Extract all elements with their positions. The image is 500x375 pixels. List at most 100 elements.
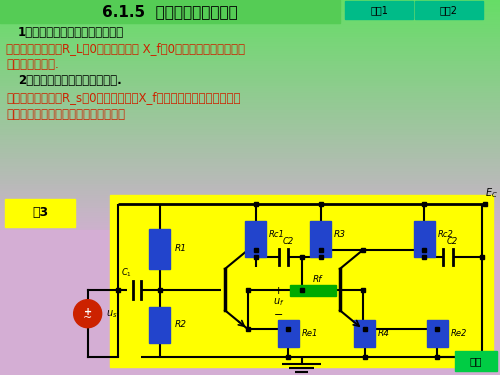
- Text: Rc2: Rc2: [438, 230, 454, 239]
- Text: $C_1$: $C_1$: [122, 266, 132, 279]
- Bar: [0, 46, 500, 49]
- Bar: [0, 144, 500, 147]
- Text: 例3: 例3: [32, 207, 48, 219]
- Bar: [0, 191, 500, 194]
- Bar: [0, 110, 500, 113]
- Text: R4: R4: [378, 329, 390, 338]
- Text: 返回: 返回: [470, 356, 482, 366]
- Bar: [0, 88, 500, 91]
- Bar: [0, 20, 500, 22]
- Bar: [0, 17, 500, 20]
- Bar: [0, 61, 500, 64]
- Bar: [0, 64, 500, 66]
- Bar: [0, 120, 500, 123]
- Bar: [0, 91, 500, 93]
- Bar: [0, 125, 500, 128]
- Text: 6.1.5  判别反馈类型的方法: 6.1.5 判别反馈类型的方法: [102, 4, 238, 20]
- Text: +: +: [84, 307, 92, 316]
- Bar: [0, 181, 500, 184]
- Bar: [150, 230, 171, 269]
- Bar: [0, 123, 500, 125]
- Bar: [0, 22, 500, 24]
- Bar: [0, 66, 500, 69]
- Text: Re1: Re1: [302, 329, 318, 338]
- Bar: [0, 59, 500, 61]
- Bar: [0, 39, 500, 42]
- Bar: [0, 83, 500, 86]
- Bar: [0, 238, 500, 240]
- Bar: [0, 166, 500, 169]
- Bar: [0, 34, 500, 37]
- Bar: [0, 243, 500, 245]
- Text: $u_f$: $u_f$: [273, 296, 284, 307]
- Bar: [0, 228, 500, 230]
- Bar: [414, 221, 434, 257]
- Bar: [0, 100, 500, 103]
- Bar: [0, 179, 500, 181]
- Bar: [290, 285, 336, 296]
- Text: 则判断为并联反馈。否则为串联反馈。: 则判断为并联反馈。否则为串联反馈。: [6, 108, 125, 120]
- Text: Rc1: Rc1: [269, 230, 285, 239]
- Bar: [0, 24, 500, 27]
- Bar: [0, 8, 500, 10]
- Bar: [0, 142, 500, 144]
- Bar: [0, 240, 500, 243]
- Bar: [0, 233, 500, 235]
- Bar: [0, 27, 500, 29]
- Bar: [0, 3, 500, 5]
- Text: C2: C2: [447, 237, 458, 246]
- Bar: [245, 221, 266, 257]
- Bar: [0, 220, 500, 223]
- Bar: [0, 98, 500, 100]
- Text: 如果输出端短路（R_L＝0），反馈信号 X_f＝0，则判断为电压反馈，: 如果输出端短路（R_L＝0），反馈信号 X_f＝0，则判断为电压反馈，: [6, 42, 245, 56]
- Text: 休息1: 休息1: [370, 5, 388, 15]
- Bar: [0, 203, 500, 206]
- Bar: [0, 12, 500, 15]
- Bar: [415, 1, 483, 19]
- Bar: [0, 113, 500, 115]
- Bar: [110, 195, 493, 367]
- Bar: [0, 29, 500, 32]
- Text: R2: R2: [175, 320, 187, 329]
- Bar: [0, 76, 500, 78]
- Bar: [0, 176, 500, 179]
- Bar: [0, 140, 500, 142]
- Bar: [0, 174, 500, 176]
- Bar: [310, 221, 331, 257]
- Bar: [354, 320, 375, 347]
- Bar: [0, 105, 500, 108]
- Bar: [0, 213, 500, 216]
- Bar: [0, 118, 500, 120]
- Bar: [0, 108, 500, 110]
- Bar: [0, 81, 500, 83]
- Bar: [0, 157, 500, 159]
- Bar: [0, 10, 500, 12]
- Text: −: −: [274, 310, 283, 320]
- Bar: [0, 128, 500, 130]
- Bar: [0, 51, 500, 54]
- Text: 2．判断并联反馈还是串联反馈.: 2．判断并联反馈还是串联反馈.: [18, 75, 122, 87]
- Bar: [345, 1, 413, 19]
- Bar: [427, 320, 448, 347]
- Bar: [5, 199, 75, 227]
- Text: C2: C2: [282, 237, 294, 246]
- Bar: [0, 164, 500, 166]
- Bar: [0, 230, 500, 375]
- Circle shape: [74, 300, 102, 328]
- Bar: [0, 103, 500, 105]
- Bar: [0, 184, 500, 186]
- Bar: [455, 351, 497, 371]
- Bar: [0, 194, 500, 196]
- Text: Re2: Re2: [451, 329, 467, 338]
- Text: +: +: [274, 286, 283, 296]
- Bar: [0, 5, 500, 8]
- Bar: [0, 198, 500, 201]
- Bar: [0, 154, 500, 157]
- Text: $u_s$: $u_s$: [106, 308, 117, 320]
- Text: Rf: Rf: [313, 275, 322, 284]
- Bar: [150, 307, 171, 343]
- Bar: [0, 0, 340, 23]
- Bar: [0, 171, 500, 174]
- Bar: [0, 115, 500, 118]
- Bar: [0, 93, 500, 96]
